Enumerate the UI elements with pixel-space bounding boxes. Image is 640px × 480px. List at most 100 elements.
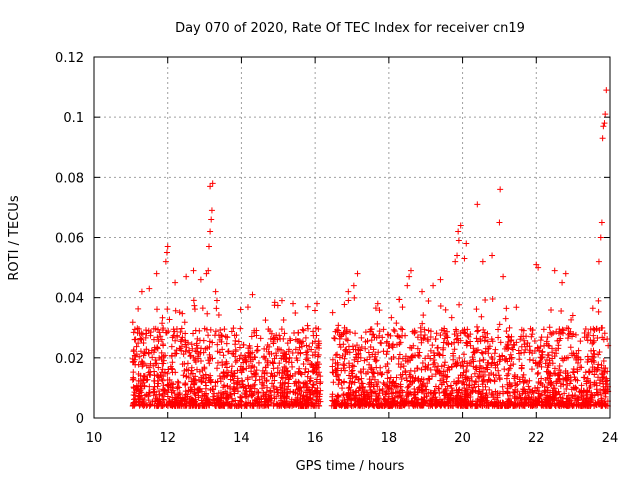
data-point [162,258,169,265]
data-point [479,397,486,404]
data-point [496,219,503,226]
data-point [584,395,591,402]
data-point [425,361,432,368]
data-point [317,380,323,387]
data-point [252,354,259,361]
data-point [371,388,378,395]
data-point [223,340,230,347]
data-point [577,364,584,371]
data-point [534,384,541,391]
data-point [251,364,258,371]
data-point [207,378,214,385]
data-point [593,367,600,374]
data-point [476,363,483,370]
data-point [378,400,385,407]
data-point [133,343,140,350]
data-point [292,346,299,353]
data-point [432,401,439,408]
data-point [174,378,181,385]
data-point [427,366,434,373]
data-point [480,373,487,380]
data-point [281,330,288,337]
data-point [506,365,513,372]
data-point [367,387,374,394]
data-point [256,402,263,409]
data-point [165,398,172,405]
data-point [567,344,574,351]
data-point [202,371,209,378]
data-point [404,282,411,289]
data-point [252,377,259,384]
data-point [181,367,188,374]
data-point [199,402,206,409]
data-point [197,276,204,283]
data-point [580,374,587,381]
data-point [315,342,322,349]
data-point [544,397,551,404]
data-point [538,355,545,362]
data-point [504,342,511,349]
data-point [312,325,319,332]
data-point [597,234,604,241]
data-point [173,326,180,333]
data-point [274,336,281,343]
data-points [129,87,612,409]
data-point [332,352,339,359]
data-point [373,334,380,341]
data-point [461,381,468,388]
data-point [501,366,508,373]
data-point [566,396,573,403]
data-point [203,326,210,333]
data-point [281,402,288,409]
data-point [191,379,198,386]
data-point [316,369,323,376]
data-point [433,367,440,374]
data-point [137,383,144,390]
data-point [494,361,501,368]
data-point [600,336,607,343]
data-point [391,328,398,335]
data-point [154,306,161,313]
x-tick-label: 12 [159,431,176,446]
data-point [315,351,322,358]
data-point [249,373,256,380]
data-point [166,316,173,323]
data-point [445,400,452,407]
data-point [422,355,429,362]
data-point [365,349,372,356]
data-point [193,340,200,347]
data-point [451,378,458,385]
data-point [191,302,198,309]
data-point [242,388,249,394]
data-point [442,306,449,313]
data-point [205,357,212,364]
data-point [145,389,152,396]
data-point [533,387,540,394]
data-point [518,400,525,407]
data-point [462,396,469,403]
data-point [135,393,142,400]
data-point [244,304,251,311]
data-point [131,352,138,359]
data-point [474,373,481,380]
data-point [495,372,502,379]
data-point [554,371,561,378]
data-point [595,297,602,304]
data-point [268,399,275,406]
data-point [480,357,487,364]
data-point [271,395,278,402]
data-point [186,349,193,356]
data-point [232,353,239,360]
data-point [220,370,227,377]
data-point [516,391,523,398]
data-point [392,384,399,391]
data-point [183,402,190,409]
data-point [289,372,296,379]
x-axis-label: GPS time / hours [296,459,405,474]
data-point [455,339,462,346]
data-point [397,393,404,400]
data-point [369,331,376,338]
data-point [218,332,225,339]
data-point [461,393,468,400]
data-point [262,355,269,362]
